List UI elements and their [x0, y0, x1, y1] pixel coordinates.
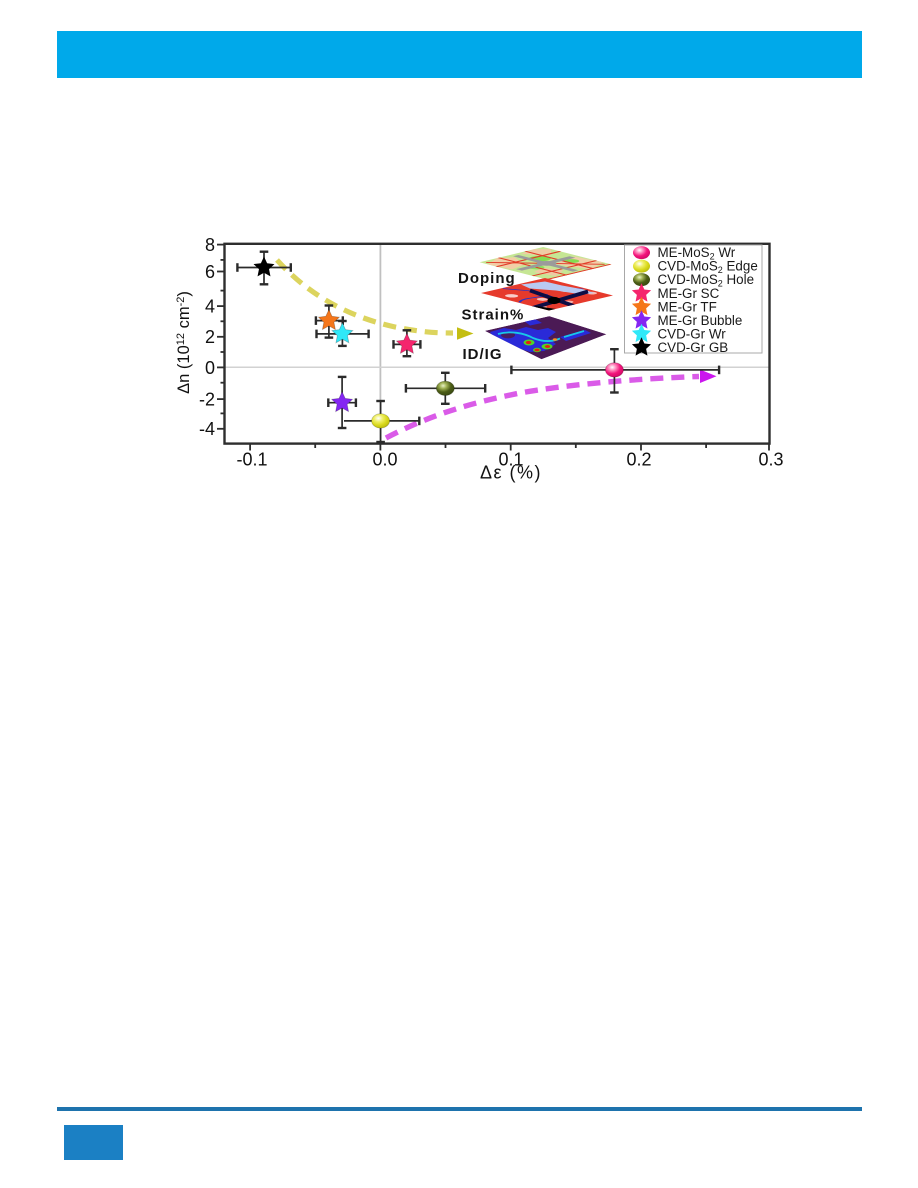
svg-text:ID/IG: ID/IG	[463, 346, 503, 363]
svg-text:-4: -4	[199, 419, 215, 439]
svg-text:CVD-MoS2 Edge: CVD-MoS2 Edge	[658, 259, 758, 275]
svg-text:CVD-MoS2 Hole: CVD-MoS2 Hole	[658, 272, 755, 288]
svg-text:Δn (1012 cm-2): Δn (1012 cm-2)	[175, 291, 193, 394]
svg-text:ME-Gr TF: ME-Gr TF	[658, 299, 717, 314]
svg-text:0.0: 0.0	[372, 450, 397, 470]
svg-text:-0.1: -0.1	[236, 450, 267, 470]
svg-text:0: 0	[205, 358, 215, 378]
svg-text:-2: -2	[199, 390, 215, 410]
svg-text:Strain%: Strain%	[462, 307, 525, 324]
svg-text:6: 6	[205, 262, 215, 282]
svg-text:0.1: 0.1	[498, 450, 523, 470]
svg-text:CVD-Gr Wr: CVD-Gr Wr	[658, 326, 727, 341]
svg-text:ME-Gr SC: ME-Gr SC	[658, 286, 720, 301]
svg-text:CVD-Gr GB: CVD-Gr GB	[658, 340, 729, 355]
svg-text:0.3: 0.3	[758, 450, 783, 470]
svg-text:4: 4	[205, 297, 215, 317]
svg-text:0.2: 0.2	[626, 450, 651, 470]
svg-text:2: 2	[205, 327, 215, 347]
svg-text:Δε (%): Δε (%)	[480, 463, 542, 483]
svg-text:8: 8	[205, 235, 215, 255]
svg-text:Doping: Doping	[458, 270, 516, 287]
svg-text:ME-MoS2 Wr: ME-MoS2 Wr	[658, 245, 736, 261]
svg-text:ME-Gr Bubble: ME-Gr Bubble	[658, 313, 743, 328]
